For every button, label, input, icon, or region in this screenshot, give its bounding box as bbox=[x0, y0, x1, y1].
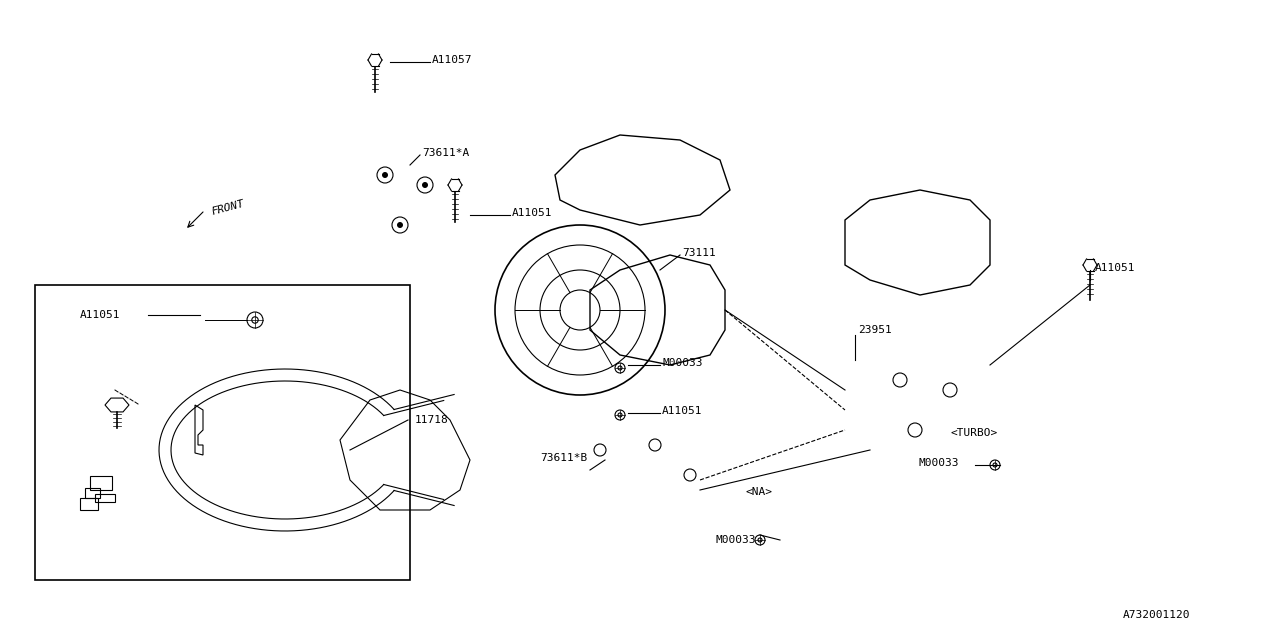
Text: 73111: 73111 bbox=[682, 248, 716, 258]
Bar bbox=[81, 498, 99, 510]
Text: A732001120: A732001120 bbox=[1123, 610, 1190, 620]
Text: A11051: A11051 bbox=[662, 406, 703, 416]
Circle shape bbox=[422, 182, 428, 188]
Text: M00033: M00033 bbox=[662, 358, 703, 368]
Circle shape bbox=[397, 222, 403, 228]
Circle shape bbox=[381, 172, 388, 178]
Text: 11718: 11718 bbox=[415, 415, 449, 425]
Text: A11051: A11051 bbox=[81, 310, 120, 320]
Text: 73611*A: 73611*A bbox=[422, 148, 470, 158]
Bar bbox=[90, 476, 113, 490]
Bar bbox=[95, 494, 115, 502]
Text: 23951: 23951 bbox=[858, 325, 892, 335]
Text: <NA>: <NA> bbox=[745, 487, 772, 497]
Text: A11051: A11051 bbox=[1094, 263, 1135, 273]
Text: M00033: M00033 bbox=[918, 458, 959, 468]
Text: FRONT: FRONT bbox=[210, 198, 246, 217]
Bar bbox=[84, 488, 100, 498]
Text: A11051: A11051 bbox=[512, 208, 553, 218]
Text: <TURBO>: <TURBO> bbox=[950, 428, 997, 438]
Text: 73611*B: 73611*B bbox=[540, 453, 588, 463]
Text: A11057: A11057 bbox=[433, 55, 472, 65]
Bar bbox=[35, 285, 410, 580]
Text: M00033: M00033 bbox=[716, 535, 755, 545]
